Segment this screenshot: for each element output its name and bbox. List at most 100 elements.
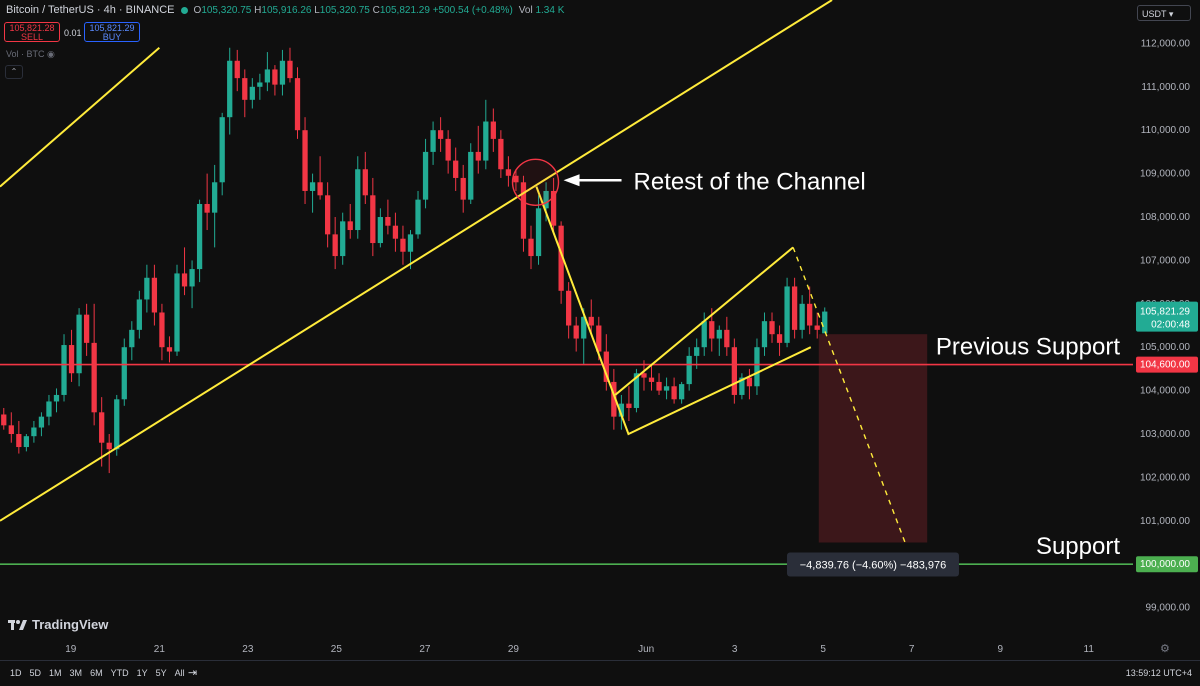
candle-body <box>588 316 594 326</box>
candle <box>498 130 504 178</box>
candle-body <box>38 416 45 428</box>
candle-body <box>422 151 429 200</box>
buy-price: 105,821.29 <box>89 23 135 33</box>
volume-indicator-label[interactable]: Vol · BTC ◉ <box>6 49 55 59</box>
price-axis[interactable]: 112,000.00 111,000.00 110,000.00 109,000.00… <box>1133 0 1200 660</box>
range-5d[interactable]: 5D <box>29 668 42 678</box>
time-tick-label: 11 <box>1084 644 1095 655</box>
range-ytd[interactable]: YTD <box>110 668 129 678</box>
time-tick-label: 19 <box>65 644 77 655</box>
candle-body <box>317 182 323 196</box>
measure-label-box <box>786 552 959 577</box>
candle-body <box>362 169 368 196</box>
candle <box>822 307 828 334</box>
order-quantity[interactable]: 0.01 <box>64 28 82 38</box>
measure-range-box[interactable] <box>818 334 928 543</box>
calendar-range-icon[interactable]: ⇥ <box>188 667 198 679</box>
candle-body <box>671 386 677 400</box>
candle <box>626 386 632 421</box>
candle-body <box>626 403 632 408</box>
candle <box>505 156 512 187</box>
range-1d[interactable]: 1D <box>10 668 22 678</box>
level-price-badge <box>1136 556 1198 573</box>
candle <box>129 321 135 361</box>
candle <box>242 69 248 118</box>
candle-body <box>114 399 120 450</box>
price-tick-label: 102,000.00 <box>1140 472 1190 483</box>
candle <box>287 47 293 83</box>
currency-selector[interactable]: USDT ▾ <box>1137 5 1191 21</box>
clock[interactable]: 13:59:12 UTC+4 <box>1125 668 1192 678</box>
gear-icon[interactable]: ⚙ <box>1160 643 1170 655</box>
candle-body <box>181 273 188 287</box>
price-chart[interactable]: Previous Support Support Retest of the Cha… <box>0 0 1200 660</box>
sell-button[interactable]: 105,821.28 SELL <box>4 22 60 42</box>
candle-body <box>407 234 414 252</box>
candle <box>23 434 29 452</box>
chevron-up-icon[interactable]: ⌃ <box>5 65 23 79</box>
candle <box>807 286 813 335</box>
range-all[interactable]: All <box>174 668 185 678</box>
level-text-1: Support <box>1036 533 1120 560</box>
time-tick-label: 5 <box>820 644 826 655</box>
range-5y[interactable]: 5Y <box>155 668 167 678</box>
candle-body <box>453 160 459 178</box>
candle-body <box>355 169 361 231</box>
candle <box>716 325 722 356</box>
candle <box>663 377 670 400</box>
range-1y[interactable]: 1Y <box>136 668 148 678</box>
candle <box>791 277 798 339</box>
trend-line-0[interactable] <box>0 46 160 188</box>
buy-button[interactable]: 105,821.29 BUY <box>84 22 140 42</box>
candle <box>776 325 783 356</box>
candle <box>799 295 805 339</box>
candle-body <box>83 314 90 343</box>
trend-line-1[interactable] <box>0 0 833 522</box>
candle-body <box>61 345 67 395</box>
candle <box>99 397 105 467</box>
candle <box>581 308 587 365</box>
trend-line-3[interactable] <box>614 246 794 396</box>
range-buttons: 1D 5D 1M 3M 6M YTD 1Y 5Y All <box>10 668 185 678</box>
time-axis[interactable]: 19 21 23 25 27 29 Jun 3 5 7 9 11 <box>65 644 1094 655</box>
candle-body <box>204 203 210 213</box>
range-3m[interactable]: 3M <box>69 668 83 678</box>
range-1m[interactable]: 1M <box>49 668 62 678</box>
candle <box>257 73 263 100</box>
eye-icon[interactable]: ◉ <box>47 49 55 59</box>
tradingview-logo[interactable]: TradingView <box>8 617 108 632</box>
candle-body <box>731 347 737 395</box>
candle <box>31 420 37 443</box>
candle <box>754 338 760 395</box>
candle-body <box>370 195 376 244</box>
trend-line-2[interactable] <box>535 186 812 436</box>
trend-line-4[interactable] <box>792 247 906 543</box>
candle-body <box>23 436 29 448</box>
arrow-head <box>563 174 580 187</box>
candle <box>566 282 572 339</box>
candle <box>68 329 75 382</box>
candle-body <box>174 273 180 352</box>
candle-body <box>46 401 52 417</box>
candle-body <box>724 329 730 348</box>
sell-price: 105,821.28 <box>9 23 55 33</box>
candle <box>392 212 399 252</box>
candle-body <box>325 195 331 235</box>
candle <box>475 125 481 174</box>
symbol-title[interactable]: Bitcoin / TetherUS · 4h · BINANCE <box>6 4 175 16</box>
candle <box>61 334 67 402</box>
sell-label: SELL <box>20 32 44 42</box>
change-readout: +500.54 (+0.48%) <box>432 4 513 16</box>
candle <box>272 65 278 96</box>
annotation-text: Retest of the Channel <box>634 168 866 195</box>
candle <box>724 316 730 356</box>
candle-body <box>709 321 715 339</box>
candle <box>656 373 662 395</box>
candle-body <box>468 151 474 200</box>
retest-circle[interactable] <box>511 158 560 206</box>
range-6m[interactable]: 6M <box>90 668 103 678</box>
candle-body <box>166 347 173 352</box>
candle <box>340 212 346 265</box>
candle-body <box>686 355 692 385</box>
candle-body <box>392 225 399 239</box>
